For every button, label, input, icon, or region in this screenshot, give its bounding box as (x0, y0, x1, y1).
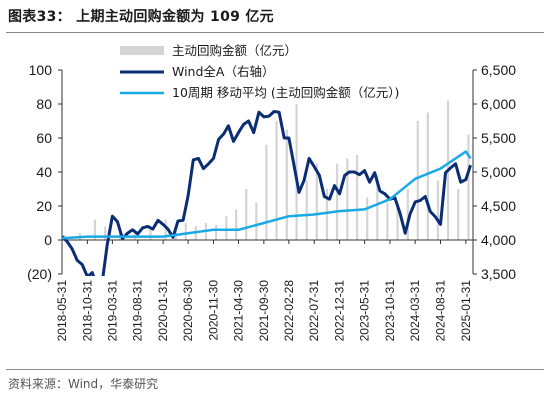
chart-title: 图表33： 上期主动回购金额为 109 亿元 (8, 9, 274, 25)
source-note: 资料来源：Wind，华泰研究 (8, 377, 159, 391)
repurchase-bar (457, 189, 460, 240)
x-tick-label: 2021-09-30 (257, 280, 271, 342)
right-tick-label: 4,000 (481, 232, 516, 248)
title-divider (6, 32, 544, 33)
repurchase-bar (436, 180, 440, 240)
x-tick-label: 2025-01-31 (459, 280, 473, 342)
repurchase-bar (275, 121, 278, 240)
repurchase-bar (225, 216, 228, 240)
wind-all-a-line (62, 110, 472, 276)
x-tick-label: 2024-03-31 (408, 280, 422, 342)
x-tick-label: 2019-08-31 (131, 280, 145, 342)
repurchase-bar (104, 226, 107, 240)
legend-label-bars: 主动回购金额（亿元） (172, 43, 297, 58)
repurchase-bar (285, 129, 288, 240)
right-tick-label: 4,500 (481, 198, 516, 214)
x-tick-label: 2022-02-28 (282, 280, 296, 342)
x-tick-label: 2019-03-31 (105, 280, 119, 342)
x-tick-label: 2021-04-30 (231, 280, 245, 342)
repurchase-bar (376, 175, 379, 240)
left-tick-label: 0 (44, 232, 52, 248)
repurchase-bar (355, 155, 359, 240)
repurchase-bar (325, 189, 329, 240)
repurchase-bar (315, 163, 318, 240)
legend-label-wind: Wind全A（右轴） (172, 64, 274, 79)
repurchase-bar (406, 189, 409, 240)
legend-label-ma: 10周期 移动平均 (主动回购金额（亿元）) (172, 85, 399, 100)
legend-swatch-bars (120, 46, 164, 55)
x-tick-label: 2022-07-31 (307, 280, 321, 342)
right-tick-label: 6,500 (481, 62, 516, 78)
repurchase-bar (255, 202, 258, 240)
x-tick-label: 2018-10-31 (80, 280, 94, 342)
left-tick-label: 40 (36, 164, 52, 180)
x-tick-label: 2024-08-31 (434, 280, 448, 342)
source-divider (6, 369, 544, 370)
repurchase-bar (235, 209, 238, 240)
repurchase-bar (366, 197, 369, 240)
right-tick-label: 5,000 (481, 164, 516, 180)
x-tick-label: 2023-10-31 (383, 280, 397, 342)
x-tick-label: 2020-06-30 (181, 280, 195, 342)
repurchase-bar (93, 219, 97, 240)
left-tick-label: 80 (36, 96, 52, 112)
repurchase-bar (184, 223, 187, 240)
x-tick-label: 2022-12-31 (333, 280, 347, 342)
repurchase-bar (265, 144, 268, 240)
legend: 主动回购金额（亿元） Wind全A（右轴） 10周期 移动平均 (主动回购金额（亿元… (120, 43, 399, 100)
repurchase-bar (214, 224, 218, 240)
repurchase-bar (467, 134, 470, 240)
right-tick-label: 3,500 (481, 266, 516, 282)
x-tick-label: 2020-11-30 (206, 280, 220, 341)
x-tick-label: 2020-01-31 (156, 280, 170, 342)
left-tick-label: (20) (27, 266, 52, 282)
repurchase-bar (346, 158, 349, 240)
repurchase-bar (416, 121, 419, 240)
repurchase-bar (396, 206, 399, 240)
x-tick-label: 2018-05-31 (55, 280, 69, 342)
left-tick-label: 20 (36, 198, 52, 214)
repurchase-bar (426, 112, 429, 240)
repurchase-bar (149, 229, 152, 240)
x-tick-label: 2023-05-31 (358, 280, 372, 342)
repurchase-bar (386, 202, 389, 240)
right-tick-label: 5,500 (481, 130, 516, 146)
repurchase-bar (245, 189, 248, 240)
left-tick-label: 60 (36, 130, 52, 146)
repurchase-bar (305, 180, 308, 240)
repurchase-bar (164, 219, 167, 240)
repurchase-bar (335, 163, 339, 240)
axes-layer: (20) 0 20 40 60 80 100 3,500 4,000 4,500 5,000 5,50… (27, 62, 516, 341)
left-tick-label: 100 (29, 62, 53, 78)
lines-layer (62, 110, 472, 276)
moving-average-line (62, 150, 472, 240)
right-tick-label: 6,000 (481, 96, 516, 112)
